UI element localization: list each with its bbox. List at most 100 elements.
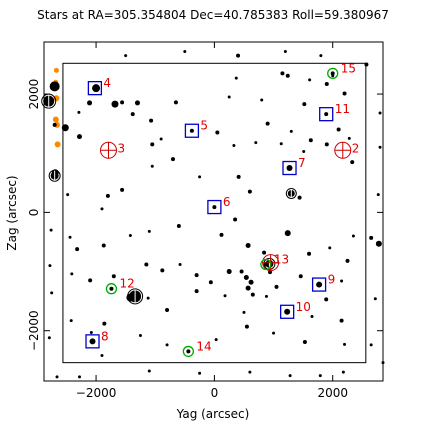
acq-label: 12	[119, 277, 134, 291]
guide-label: 6	[223, 195, 231, 209]
tick-layer: 2000 0 −2000 −2000 0 2000	[27, 42, 383, 400]
field-star	[223, 294, 227, 298]
bad-star	[54, 141, 61, 148]
field-star	[165, 308, 170, 313]
field-star	[347, 136, 351, 140]
guide-box	[85, 334, 100, 349]
field-star	[146, 296, 150, 300]
guide-star-layer: 4 5 6 7 8 9 10 11	[85, 76, 350, 349]
field-star	[247, 189, 252, 194]
field-star	[215, 130, 220, 135]
field-star	[120, 187, 125, 192]
field-star	[308, 138, 313, 143]
bright-star-ring	[48, 169, 61, 182]
field-star	[165, 343, 169, 347]
field-star	[298, 274, 303, 279]
acq-circle	[260, 258, 272, 271]
field-star-layer	[47, 49, 385, 379]
field-star	[49, 228, 53, 232]
field-star	[302, 149, 306, 153]
field-star	[147, 369, 151, 373]
field-star	[48, 264, 52, 268]
bright-star-ring	[263, 257, 276, 270]
field-star	[68, 235, 72, 239]
guide-star	[324, 112, 329, 117]
guide-box	[282, 160, 297, 176]
bad-star-layer	[52, 67, 61, 148]
field-star	[254, 141, 258, 145]
guide-star	[285, 309, 290, 314]
field-star	[150, 142, 155, 147]
field-star	[100, 354, 104, 358]
field-star	[328, 246, 332, 250]
field-star	[226, 269, 232, 275]
field-star	[244, 324, 249, 329]
x-tick-label: −2000	[76, 386, 117, 400]
fid-label: 2	[352, 141, 360, 155]
axes-frame	[43, 41, 384, 382]
acq-label: 13	[274, 252, 289, 266]
field-star	[243, 274, 249, 280]
field-star	[128, 233, 132, 237]
field-star	[76, 134, 82, 140]
field-star	[369, 235, 374, 240]
field-star	[147, 229, 151, 233]
field-star	[88, 278, 93, 283]
field-star	[87, 100, 93, 106]
guide-star	[317, 282, 322, 287]
guide-star	[212, 205, 217, 210]
field-star	[150, 164, 154, 168]
field-star	[239, 269, 244, 274]
field-star	[75, 247, 80, 252]
field-star	[280, 71, 285, 76]
field-star	[111, 100, 119, 108]
guide-label: 10	[296, 300, 311, 314]
field-star	[351, 234, 355, 238]
guide-star	[90, 339, 95, 344]
y-tick-label: 0	[27, 209, 41, 217]
field-star	[208, 280, 213, 285]
field-star	[234, 76, 238, 80]
field-star	[89, 330, 93, 334]
field-star	[274, 284, 279, 289]
field-star	[214, 338, 218, 342]
guide-box	[311, 277, 327, 292]
acq-star-layer: 12 13 14 15	[105, 61, 356, 358]
guide-star	[92, 86, 97, 91]
field-star	[194, 289, 199, 294]
field-star	[318, 374, 322, 378]
field-star	[245, 285, 251, 291]
acq-star	[109, 286, 114, 291]
field-star	[111, 274, 116, 279]
field-star	[160, 268, 165, 273]
acq-circle	[327, 67, 339, 80]
field-star	[101, 243, 106, 248]
guide-label: 11	[335, 102, 350, 116]
field-star	[61, 124, 69, 132]
guide-star	[287, 166, 292, 171]
field-star	[178, 262, 182, 266]
guide-box	[280, 304, 295, 319]
field-star	[176, 223, 181, 228]
guide-box	[207, 199, 222, 215]
chart-title: Stars at RA=305.354804 Dec=40.785383 Rol…	[37, 8, 389, 22]
field-star	[302, 102, 307, 107]
field-star	[248, 279, 254, 285]
field-star	[52, 122, 57, 127]
field-star	[138, 333, 142, 337]
y-axis-label: Zag (arcsec)	[5, 175, 19, 250]
guide-box	[87, 80, 103, 96]
y-tick-label: 2000	[27, 79, 41, 110]
field-star	[378, 145, 382, 149]
field-star	[345, 258, 350, 263]
field-star	[236, 174, 241, 179]
guide-label: 4	[103, 76, 111, 90]
field-star	[324, 82, 329, 87]
field-star	[336, 127, 341, 132]
field-star	[340, 279, 344, 283]
acq-star	[330, 71, 335, 76]
field-star	[324, 142, 329, 147]
field-star	[308, 78, 312, 82]
field-star	[373, 297, 377, 301]
